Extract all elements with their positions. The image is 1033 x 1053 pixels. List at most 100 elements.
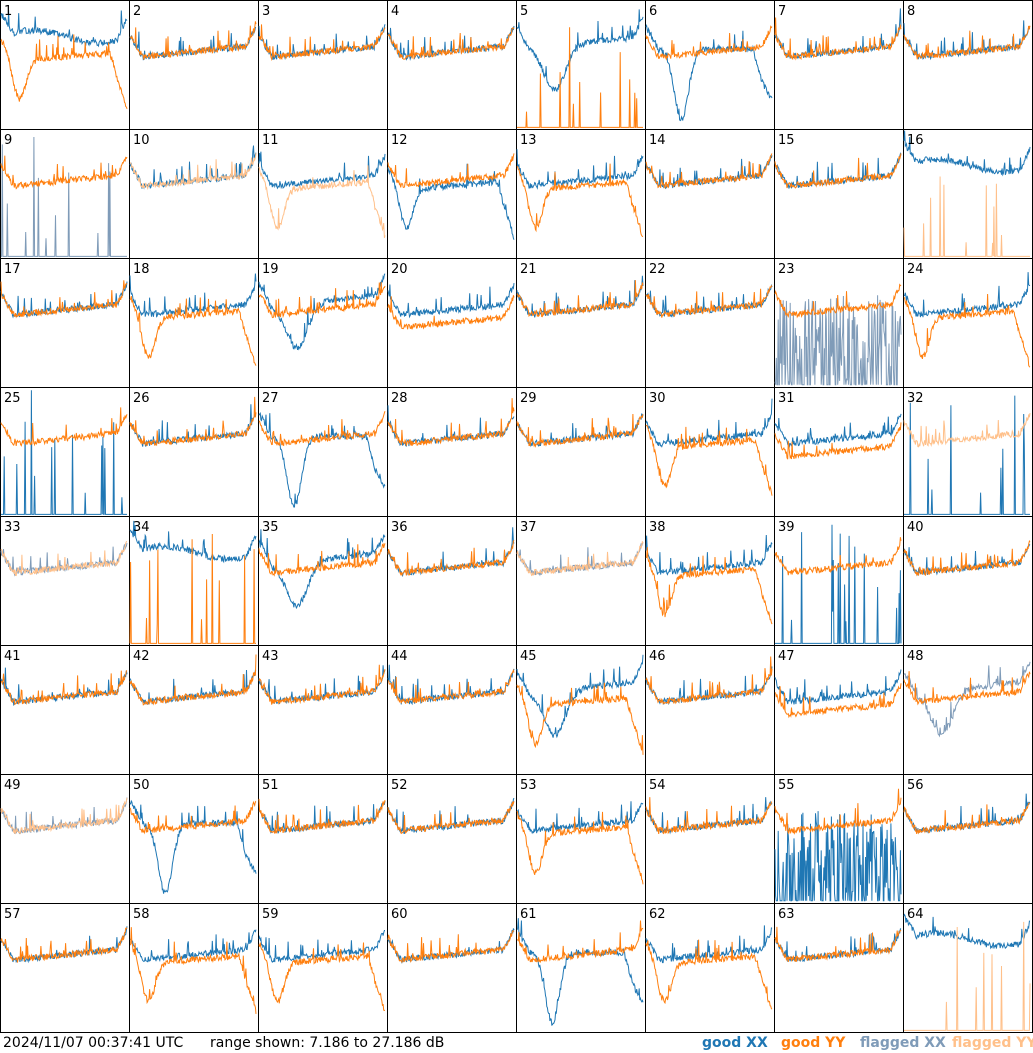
panel-52: 52	[387, 774, 517, 904]
panel-57: 57	[0, 903, 130, 1033]
legend-good-xx: good XX	[702, 1035, 768, 1051]
panel-9: 9	[0, 129, 130, 259]
panel-label: 29	[520, 391, 537, 406]
panel-label: 52	[391, 778, 408, 793]
yy-series-line	[903, 671, 1031, 706]
panel-30: 30	[645, 387, 775, 517]
panel-46: 46	[645, 645, 775, 775]
xx-series-line	[516, 801, 644, 835]
panel-label: 10	[133, 133, 150, 148]
panel-label: 14	[649, 133, 666, 148]
panel-label: 23	[778, 262, 795, 277]
xx-series-line	[516, 542, 644, 577]
yy-series-line	[387, 801, 515, 835]
panel-frame	[129, 258, 259, 388]
panel-label: 40	[907, 520, 924, 535]
panel-label: 42	[133, 649, 150, 664]
yy-series-line	[258, 798, 386, 834]
panel-label: 61	[520, 907, 537, 922]
panel-label: 22	[649, 262, 666, 277]
panel-8: 8	[903, 0, 1033, 130]
panel-label: 9	[4, 133, 12, 148]
panel-43: 43	[258, 645, 388, 775]
panel-35: 35	[258, 516, 388, 646]
panel-label: 41	[4, 649, 21, 664]
panel-60: 60	[387, 903, 517, 1033]
yy-series-line	[904, 921, 1031, 1031]
panel-label: 2	[133, 4, 141, 19]
panel-50: 50	[129, 774, 259, 904]
yy-series-line	[774, 153, 902, 189]
yy-series-line	[129, 295, 257, 366]
panel-label: 24	[907, 262, 924, 277]
panel-18: 18	[129, 258, 259, 388]
yy-series-line	[258, 664, 386, 705]
panel-27: 27	[258, 387, 388, 517]
panel-frame	[258, 387, 388, 517]
panel-label: 47	[778, 649, 795, 664]
panel-frame	[516, 0, 646, 130]
yy-series-line	[258, 942, 385, 1011]
panel-frame	[0, 0, 130, 130]
panel-56: 56	[903, 774, 1033, 904]
panel-frame	[903, 0, 1033, 130]
panel-frame	[387, 903, 517, 1033]
yy-series-line	[774, 683, 902, 719]
panel-label: 5	[520, 4, 528, 19]
yy-series-line	[903, 802, 1031, 835]
panel-label: 31	[778, 391, 795, 406]
yy-series-line	[903, 413, 1031, 448]
panel-frame	[0, 387, 130, 517]
yy-series-line	[129, 800, 257, 835]
yy-series-line	[0, 407, 128, 447]
panel-10: 10	[129, 129, 259, 259]
panel-40: 40	[903, 516, 1033, 646]
xx-series-line	[129, 929, 257, 963]
yy-series-line	[516, 163, 644, 237]
xx-series-line	[129, 799, 257, 894]
yy-series-line	[516, 541, 644, 577]
panel-22: 22	[645, 258, 775, 388]
panel-label: 11	[262, 133, 279, 148]
panel-label: 50	[133, 778, 150, 793]
panel-frame	[129, 645, 259, 775]
panel-53: 53	[516, 774, 646, 904]
panel-frame	[129, 387, 259, 517]
panel-label: 13	[520, 133, 537, 148]
panel-12: 12	[387, 129, 517, 259]
panel-33: 33	[0, 516, 130, 646]
timestamp: 2024/11/07 00:37:41 UTC	[3, 1035, 184, 1051]
yy-series-line	[903, 293, 1031, 368]
yy-series-line	[516, 810, 644, 885]
panel-frame	[645, 258, 775, 388]
panel-frame	[0, 774, 130, 904]
yy-series-line	[0, 280, 128, 319]
xx-series-line	[645, 925, 773, 964]
panel-28: 28	[387, 387, 517, 517]
panel-1: 1	[0, 0, 130, 130]
panel-26: 26	[129, 387, 259, 517]
panel-frame	[0, 903, 130, 1033]
yy-series-line	[387, 398, 515, 446]
xx-series-line	[903, 661, 1031, 738]
yy-series-line	[258, 543, 386, 577]
panel-label: 33	[4, 520, 21, 535]
panel-frame	[774, 129, 904, 259]
panel-label: 56	[907, 778, 924, 793]
xx-series-line	[387, 163, 515, 240]
yy-series-line	[645, 547, 773, 625]
panel-31: 31	[774, 387, 904, 517]
panel-7: 7	[774, 0, 904, 130]
panel-label: 37	[520, 520, 537, 535]
panel-label: 32	[907, 391, 924, 406]
panel-frame	[774, 645, 904, 775]
panel-48: 48	[903, 645, 1033, 775]
panel-frame	[258, 774, 388, 904]
panel-label: 55	[778, 778, 795, 793]
panel-32: 32	[903, 387, 1033, 517]
panel-frame	[387, 774, 517, 904]
panel-label: 38	[649, 520, 666, 535]
yy-series-line	[387, 295, 515, 330]
xx-series-line	[516, 9, 644, 93]
panel-label: 34	[133, 520, 150, 535]
